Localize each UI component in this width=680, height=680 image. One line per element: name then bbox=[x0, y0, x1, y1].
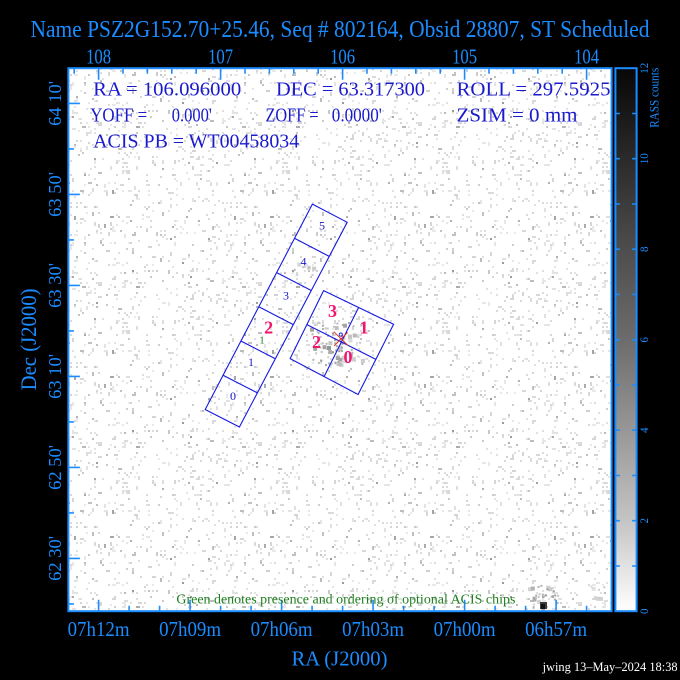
svg-text:2: 2 bbox=[312, 332, 321, 352]
svg-text:Name PSZ2G152.70+25.46, Seq #: Name PSZ2G152.70+25.46, Seq # 802164, Ob… bbox=[31, 17, 650, 43]
svg-text:8: 8 bbox=[639, 246, 651, 252]
svg-text:6: 6 bbox=[639, 337, 651, 343]
svg-text:RASS counts: RASS counts bbox=[647, 68, 662, 128]
svg-text:62 30': 62 30' bbox=[45, 536, 65, 581]
svg-text:07h03m: 07h03m bbox=[342, 617, 404, 641]
svg-text:3: 3 bbox=[283, 289, 289, 303]
svg-text:10: 10 bbox=[639, 153, 651, 164]
svg-text:YOFF =: YOFF = bbox=[90, 106, 147, 127]
svg-text:ZOFF =: ZOFF = bbox=[266, 106, 319, 127]
svg-text:0.000': 0.000' bbox=[172, 106, 212, 127]
svg-text:07h12m: 07h12m bbox=[68, 617, 130, 641]
svg-text:1: 1 bbox=[259, 335, 265, 347]
svg-text:12: 12 bbox=[639, 62, 651, 73]
svg-text:ROLL = 297.5925: ROLL = 297.5925 bbox=[457, 80, 611, 101]
svg-text:2: 2 bbox=[264, 317, 273, 337]
svg-text:0.0000': 0.0000' bbox=[332, 106, 382, 127]
svg-text:ZSIM = 0 mm: ZSIM = 0 mm bbox=[457, 106, 578, 127]
svg-text:2: 2 bbox=[639, 518, 651, 524]
svg-text:5: 5 bbox=[319, 218, 325, 232]
svg-text:DEC = 63.317300: DEC = 63.317300 bbox=[276, 80, 425, 101]
svg-text:1: 1 bbox=[360, 318, 369, 338]
svg-text:63 50': 63 50' bbox=[45, 172, 65, 217]
svg-text:108: 108 bbox=[86, 45, 111, 69]
svg-text:104: 104 bbox=[574, 45, 599, 69]
svg-text:62 50': 62 50' bbox=[45, 445, 65, 490]
svg-text:Dec (J2000): Dec (J2000) bbox=[16, 288, 41, 390]
svg-text:107: 107 bbox=[208, 45, 233, 69]
svg-text:105: 105 bbox=[452, 45, 477, 69]
svg-text:RA (J2000): RA (J2000) bbox=[292, 647, 388, 671]
svg-text:63 10': 63 10' bbox=[45, 354, 65, 399]
svg-text:ACIS PB = WT00458034: ACIS PB = WT00458034 bbox=[93, 132, 299, 153]
svg-text:07h00m: 07h00m bbox=[434, 617, 496, 641]
svg-text:106: 106 bbox=[330, 45, 355, 69]
svg-text:3: 3 bbox=[328, 301, 337, 321]
svg-text:Green denotes presence and ord: Green denotes presence and ordering of o… bbox=[176, 591, 515, 606]
svg-text:1: 1 bbox=[248, 355, 254, 369]
svg-text:jwing 13–May–2024 18:38: jwing 13–May–2024 18:38 bbox=[542, 660, 678, 674]
svg-text:0: 0 bbox=[639, 608, 651, 614]
svg-text:07h06m: 07h06m bbox=[251, 617, 313, 641]
svg-text:07h09m: 07h09m bbox=[159, 617, 221, 641]
svg-text:4: 4 bbox=[301, 254, 307, 268]
svg-text:06h57m: 06h57m bbox=[525, 617, 587, 641]
svg-text:0: 0 bbox=[230, 389, 236, 403]
svg-text:64 10': 64 10' bbox=[45, 81, 65, 126]
svg-text:RA = 106.096000: RA = 106.096000 bbox=[93, 80, 241, 101]
svg-text:4: 4 bbox=[639, 427, 651, 433]
svg-text:63 30': 63 30' bbox=[45, 263, 65, 308]
svg-text:0: 0 bbox=[344, 347, 353, 367]
